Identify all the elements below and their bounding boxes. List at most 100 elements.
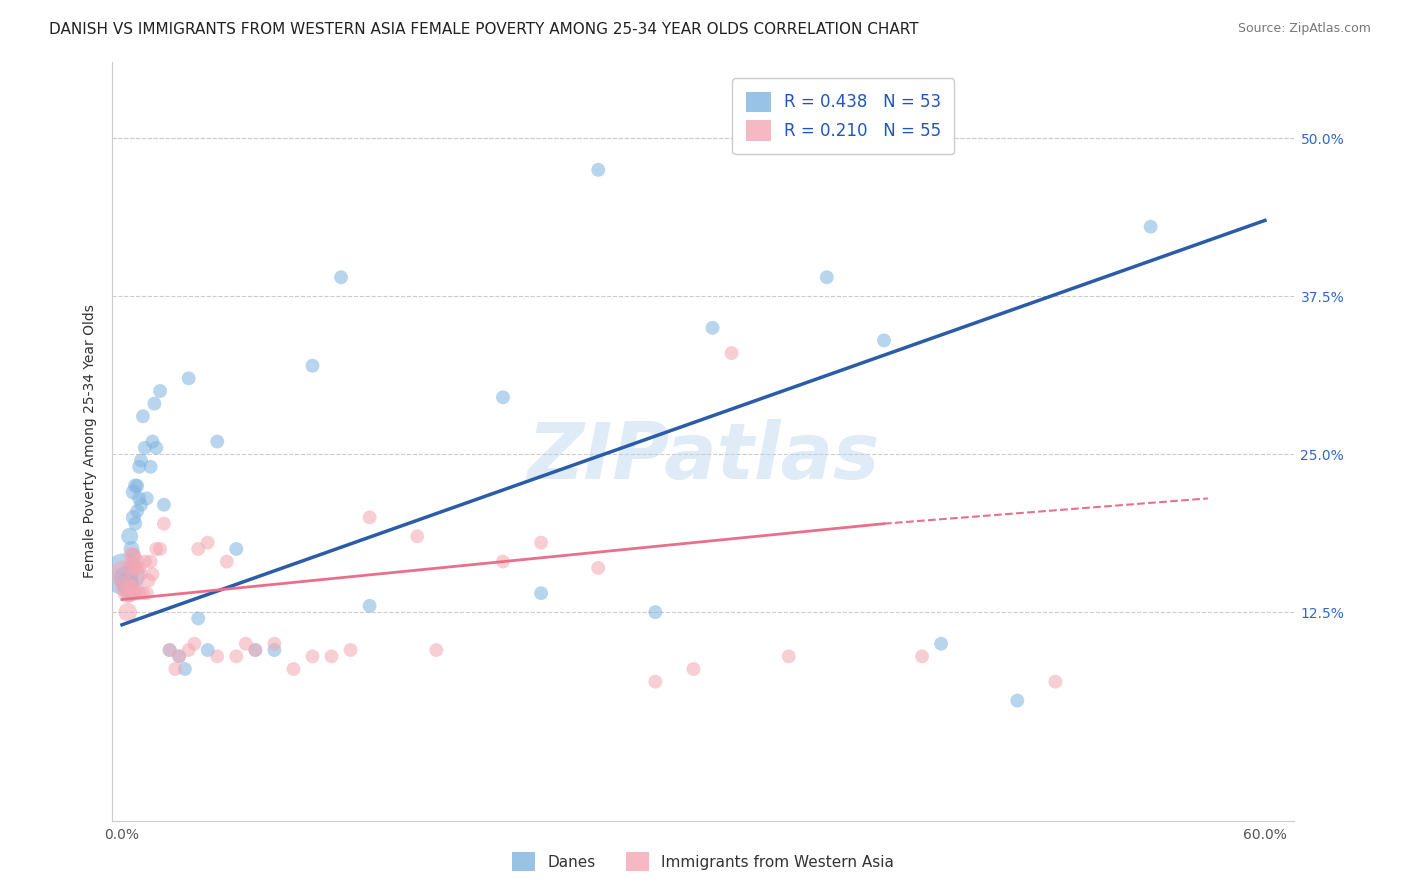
Point xyxy=(121,548,143,563)
Point xyxy=(124,561,146,575)
Point xyxy=(121,541,143,556)
Point xyxy=(153,516,176,531)
Point xyxy=(225,649,247,664)
Point xyxy=(129,453,152,467)
Y-axis label: Female Poverty Among 25-34 Year Olds: Female Poverty Among 25-34 Year Olds xyxy=(83,304,97,579)
Point xyxy=(134,555,156,569)
Point xyxy=(122,548,145,563)
Point xyxy=(128,491,150,506)
Point xyxy=(138,574,160,588)
Point xyxy=(167,649,190,664)
Point xyxy=(720,346,742,360)
Point xyxy=(183,637,205,651)
Point xyxy=(197,643,219,657)
Point xyxy=(118,529,141,543)
Point xyxy=(114,580,136,594)
Point xyxy=(127,504,149,518)
Point xyxy=(122,548,145,563)
Point xyxy=(225,541,247,556)
Point xyxy=(339,643,361,657)
Point xyxy=(127,479,149,493)
Point xyxy=(132,409,155,424)
Point xyxy=(1045,674,1067,689)
Point xyxy=(301,649,323,664)
Point xyxy=(128,459,150,474)
Point xyxy=(159,643,181,657)
Point xyxy=(121,580,143,594)
Point xyxy=(118,586,141,600)
Point xyxy=(492,390,515,404)
Point xyxy=(128,586,150,600)
Point xyxy=(263,643,285,657)
Point xyxy=(406,529,429,543)
Point xyxy=(873,334,896,348)
Point xyxy=(425,643,447,657)
Point xyxy=(321,649,343,664)
Point xyxy=(129,498,152,512)
Point xyxy=(121,586,143,600)
Point xyxy=(149,541,172,556)
Point xyxy=(139,459,162,474)
Point xyxy=(135,491,157,506)
Point xyxy=(117,576,139,591)
Point xyxy=(682,662,704,676)
Point xyxy=(177,371,200,385)
Point xyxy=(359,510,381,524)
Point xyxy=(129,567,152,582)
Point xyxy=(301,359,323,373)
Point xyxy=(134,441,156,455)
Point xyxy=(127,580,149,594)
Point xyxy=(207,649,229,664)
Point xyxy=(118,561,141,575)
Legend: Danes, Immigrants from Western Asia: Danes, Immigrants from Western Asia xyxy=(506,847,900,877)
Point xyxy=(187,541,209,556)
Point xyxy=(117,580,139,594)
Point xyxy=(124,586,146,600)
Point xyxy=(124,479,146,493)
Point xyxy=(263,637,285,651)
Point xyxy=(122,586,145,600)
Point xyxy=(121,561,143,575)
Point xyxy=(159,643,181,657)
Point xyxy=(586,561,609,575)
Point xyxy=(1139,219,1161,234)
Point xyxy=(141,567,163,582)
Text: ZIPatlas: ZIPatlas xyxy=(527,418,879,495)
Point xyxy=(492,555,515,569)
Point xyxy=(117,586,139,600)
Point xyxy=(112,567,135,582)
Point xyxy=(143,396,166,410)
Point xyxy=(197,535,219,549)
Point xyxy=(149,384,172,398)
Point xyxy=(132,586,155,600)
Point xyxy=(245,643,267,657)
Point xyxy=(778,649,800,664)
Point xyxy=(145,441,167,455)
Point xyxy=(586,162,609,177)
Point xyxy=(644,674,666,689)
Point xyxy=(911,649,934,664)
Point xyxy=(330,270,353,285)
Point xyxy=(118,586,141,600)
Point xyxy=(187,611,209,625)
Point xyxy=(702,320,724,334)
Point xyxy=(141,434,163,449)
Point xyxy=(245,643,267,657)
Text: DANISH VS IMMIGRANTS FROM WESTERN ASIA FEMALE POVERTY AMONG 25-34 YEAR OLDS CORR: DANISH VS IMMIGRANTS FROM WESTERN ASIA F… xyxy=(49,22,920,37)
Point xyxy=(139,555,162,569)
Point xyxy=(145,541,167,556)
Point xyxy=(530,586,553,600)
Point xyxy=(167,649,190,664)
Text: Source: ZipAtlas.com: Source: ZipAtlas.com xyxy=(1237,22,1371,36)
Point xyxy=(215,555,238,569)
Point xyxy=(644,605,666,619)
Point xyxy=(112,567,135,582)
Point xyxy=(122,510,145,524)
Point xyxy=(177,643,200,657)
Legend: R = 0.438   N = 53, R = 0.210   N = 55: R = 0.438 N = 53, R = 0.210 N = 55 xyxy=(733,78,955,154)
Point xyxy=(118,567,141,582)
Point xyxy=(283,662,305,676)
Point xyxy=(207,434,229,449)
Point xyxy=(114,571,136,585)
Point xyxy=(929,637,952,651)
